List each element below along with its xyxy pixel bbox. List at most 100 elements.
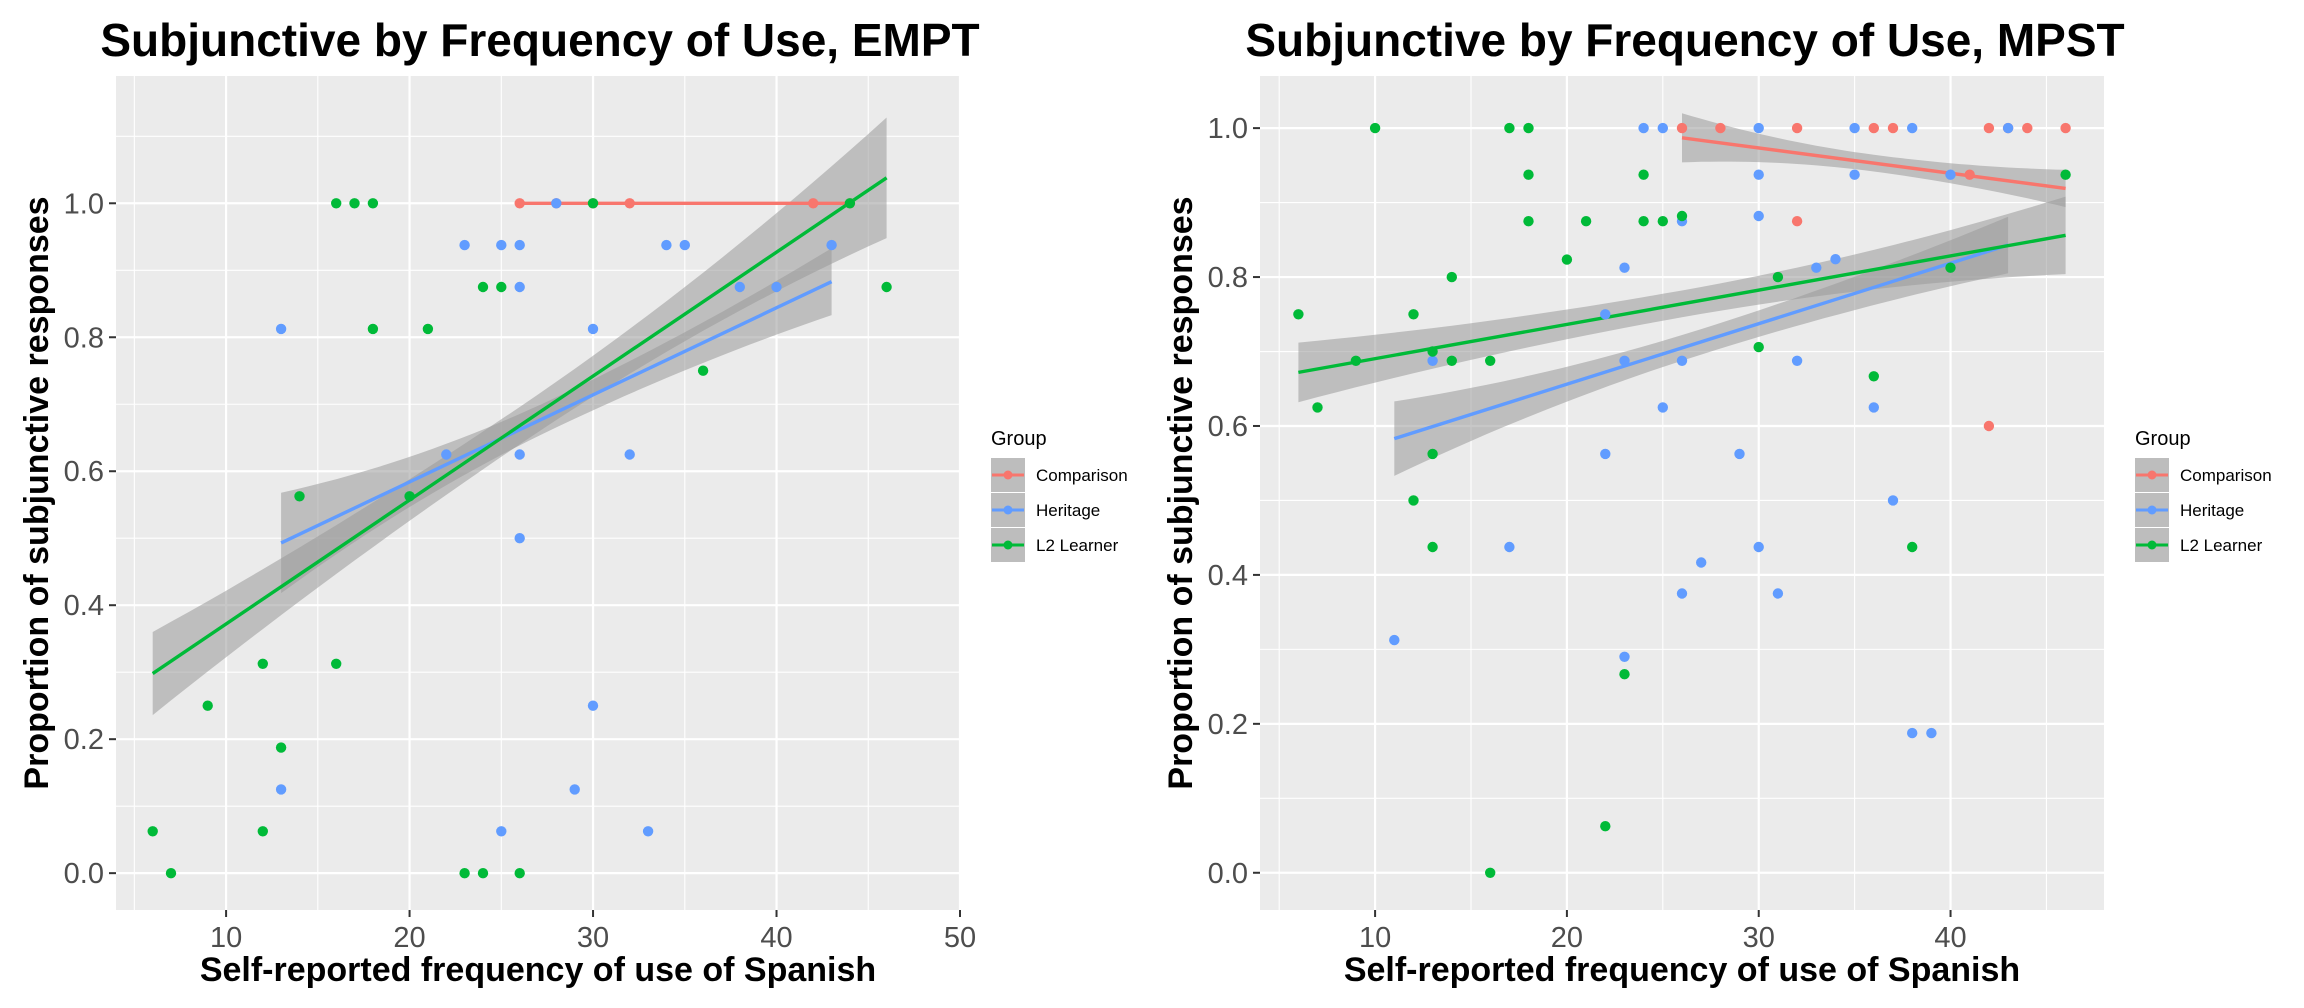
data-point-heritage: [1868, 402, 1880, 413]
data-point-l2-learner: [1638, 216, 1649, 227]
legend-point-comparison: [2147, 470, 2157, 480]
data-point-l2-learner: [477, 281, 489, 293]
data-point-heritage: [1945, 169, 1956, 180]
data-point-heritage: [1427, 355, 1438, 366]
x-tick-label: 30: [1743, 922, 1775, 954]
data-point-l2-learner: [1619, 669, 1630, 680]
data-point-heritage: [1907, 727, 1918, 739]
data-point-heritage: [1753, 541, 1764, 553]
data-point-l2-learner: [1600, 821, 1611, 832]
legend-key-heritage: Heritage: [991, 493, 1100, 527]
data-point-heritage: [1907, 122, 1918, 134]
legend-key-comparison: Comparison: [2135, 458, 2272, 492]
data-point-heritage: [1753, 169, 1764, 180]
x-tick-label: 50: [944, 922, 976, 954]
confidence-band-comparison: [1682, 113, 2066, 208]
data-point-l2-learner: [881, 281, 892, 293]
data-point-heritage: [679, 239, 690, 251]
data-point-l2-learner: [147, 826, 158, 837]
data-point-comparison: [1791, 122, 1803, 134]
data-point-l2-learner: [1523, 169, 1534, 180]
data-point-l2-learner: [1427, 541, 1438, 553]
data-point-l2-learner: [1945, 262, 1956, 273]
y-tick-label: 0.6: [64, 456, 104, 488]
plot-panel: [1260, 76, 2104, 910]
data-point-heritage: [551, 198, 562, 209]
fit-lines: [151, 176, 888, 675]
data-point-comparison: [1983, 122, 1995, 134]
data-point-heritage: [661, 239, 672, 251]
data-point-comparison: [1887, 122, 1899, 134]
y-tick-label: 1.0: [64, 188, 104, 220]
legend-label-comparison: Comparison: [1036, 466, 1128, 485]
y-tick-labels: 0.0 0.2 0.4 0.6 0.8 1.0: [1208, 113, 1260, 890]
data-point-l2-learner: [1580, 216, 1592, 227]
data-point-l2-learner: [459, 868, 470, 879]
legend-label-l2-learner: L2 Learner: [1036, 536, 1119, 555]
data-point-comparison: [514, 198, 525, 209]
data-point-l2-learner: [1446, 271, 1458, 283]
x-tick-label: 10: [1359, 922, 1391, 954]
data-point-comparison: [2022, 122, 2033, 134]
y-tick-label: 0.8: [1208, 262, 1248, 294]
confidence-band-l2-learner: [152, 117, 887, 716]
y-axis-title: Proportion of subjunctive responses: [18, 196, 56, 789]
legend-point-l2-learner: [1003, 540, 1013, 550]
data-point-heritage: [587, 700, 599, 711]
fit-line-l2-learner: [1298, 233, 2066, 375]
data-point-heritage: [1657, 402, 1669, 413]
data-point-comparison: [1983, 420, 1995, 432]
data-point-l2-learner: [1638, 169, 1649, 180]
y-tick-label: 0.0: [1208, 858, 1248, 890]
fit-lines: [1298, 136, 2066, 441]
data-point-heritage: [1696, 557, 1707, 568]
data-point-l2-learner: [1676, 210, 1688, 222]
data-point-heritage: [1753, 122, 1764, 134]
data-point-heritage: [1676, 588, 1688, 599]
legend-point-l2-learner: [2147, 540, 2157, 550]
data-point-heritage: [1772, 588, 1784, 599]
legend-label-l2-learner: L2 Learner: [2180, 536, 2263, 555]
data-point-l2-learner: [1408, 495, 1419, 506]
confidence-bands: [152, 117, 887, 716]
chart-empt: Subjunctive by Frequency of Use, EMPT 10…: [18, 14, 1128, 989]
data-point-heritage: [771, 281, 782, 293]
data-point-l2-learner: [514, 868, 525, 879]
data-points: [1293, 122, 2071, 878]
data-point-heritage: [1811, 262, 1822, 273]
data-point-heritage: [1504, 541, 1515, 553]
data-point-l2-learner: [1408, 309, 1419, 320]
data-point-l2-learner: [331, 198, 342, 209]
y-tick-label: 0.0: [64, 858, 104, 890]
data-point-l2-learner: [404, 491, 415, 502]
chart-mpst: Subjunctive by Frequency of Use, MPST 10…: [1162, 14, 2272, 989]
chart-title: Subjunctive by Frequency of Use, EMPT: [100, 14, 979, 66]
data-point-comparison: [1715, 122, 1726, 134]
data-point-heritage: [826, 239, 837, 251]
data-point-heritage: [1753, 210, 1764, 222]
data-point-l2-learner: [275, 742, 287, 753]
data-point-comparison: [2060, 122, 2071, 134]
data-point-l2-learner: [1657, 216, 1669, 227]
data-point-heritage: [1676, 355, 1688, 366]
data-point-l2-learner: [2060, 169, 2071, 180]
data-point-heritage: [1600, 448, 1611, 460]
data-point-heritage: [514, 533, 525, 544]
legend-title: Group: [2135, 428, 2191, 450]
y-tick-label: 0.2: [1208, 709, 1248, 741]
legend-label-comparison: Comparison: [2180, 466, 2272, 485]
data-point-l2-learner: [1561, 254, 1573, 265]
confidence-bands: [1298, 113, 2066, 476]
data-point-comparison: [1676, 122, 1688, 134]
y-tick-label: 0.4: [1208, 560, 1248, 592]
x-tick-labels: 10 20 30 40 50: [210, 910, 976, 954]
x-tick-label: 30: [577, 922, 609, 954]
data-point-heritage: [1657, 122, 1669, 134]
data-point-heritage: [1791, 355, 1803, 366]
data-point-heritage: [514, 449, 525, 460]
x-axis-title: Self-reported frequency of use of Spanis…: [200, 951, 876, 989]
x-tick-label: 20: [393, 922, 425, 954]
y-tick-labels: 0.0 0.2 0.4 0.6 0.8 1.0: [64, 188, 116, 890]
fit-line-heritage: [280, 280, 833, 545]
data-point-l2-learner: [367, 198, 379, 209]
